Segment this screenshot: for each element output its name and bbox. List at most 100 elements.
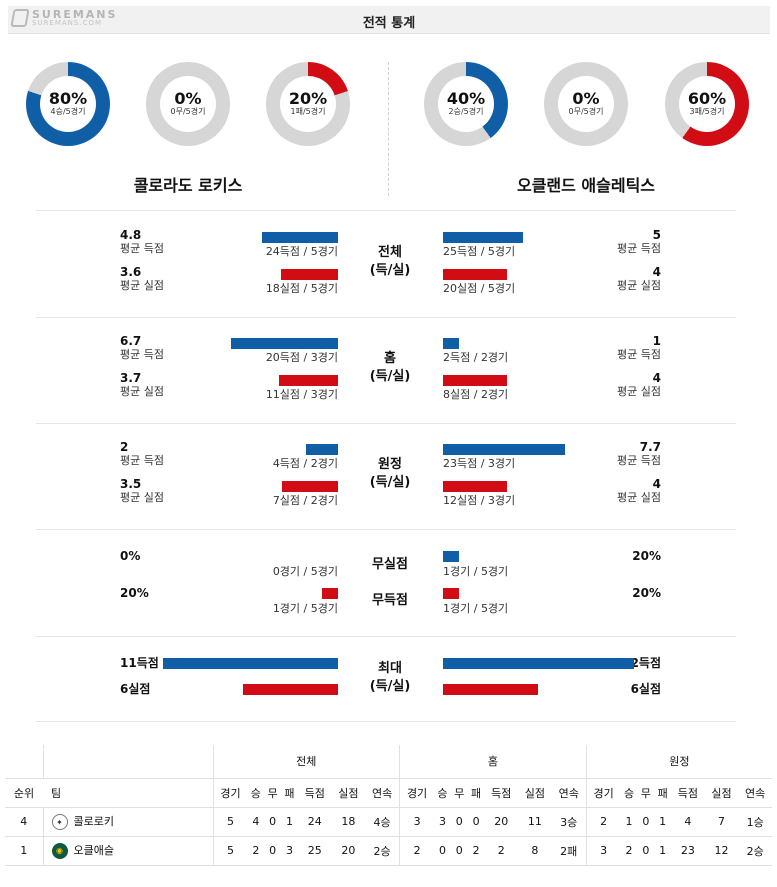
stat-label: 평균 득점 — [120, 348, 164, 361]
section-divider — [36, 210, 736, 211]
donut-center: 80% 4승/5경기 — [40, 76, 96, 132]
left-away-bar — [306, 444, 338, 455]
stat-value: 6실점 — [630, 682, 661, 696]
left-overall-bar — [281, 269, 338, 280]
rank-cell: 4 — [5, 807, 43, 837]
home-cell: 2패 — [551, 836, 587, 866]
donut-center: 20% 1패/5경기 — [280, 76, 336, 132]
away-cell: 3 — [585, 836, 621, 866]
col-away-2: 무 — [637, 778, 655, 808]
section-divider — [36, 529, 736, 530]
left-bar-caption: 11실점 / 3경기 — [265, 388, 338, 401]
home-cell: 8 — [518, 836, 552, 866]
col-away-4: 득점 — [671, 778, 705, 808]
right-max-bar — [443, 684, 538, 695]
left-bar-caption: 0경기 / 5경기 — [272, 565, 338, 578]
right-away-bar — [443, 481, 507, 492]
total-cell: 18 — [331, 807, 366, 837]
home-cell: 2 — [484, 836, 519, 866]
right-home-bar — [443, 338, 459, 349]
home-label: 홈 (득/실) — [350, 350, 430, 386]
away-cell: 0 — [637, 836, 655, 866]
right-bar-caption: 2득점 / 2경기 — [443, 351, 509, 364]
home-cell: 3승 — [551, 807, 587, 837]
donut-center: 0% 0무/5경기 — [558, 76, 614, 132]
home-cell: 3 — [434, 807, 451, 837]
stat-value: 11득점 — [120, 656, 159, 670]
col-away-0: 경기 — [585, 778, 621, 808]
col-away-3: 패 — [654, 778, 672, 808]
left-shutout-stat: 0% — [120, 549, 140, 563]
rank-cell: 1 — [5, 836, 43, 866]
stat-label: 평균 득점 — [617, 242, 661, 255]
section-divider — [36, 423, 736, 424]
total-cell: 25 — [297, 836, 332, 866]
away-cell: 1 — [654, 836, 672, 866]
right-bar-caption: 1경기 / 5경기 — [443, 565, 509, 578]
donut-percent: 60% — [687, 89, 727, 109]
team-divider — [388, 62, 389, 196]
right-bar-caption: 1경기 / 5경기 — [443, 602, 509, 615]
home-cell: 20 — [484, 807, 519, 837]
table-row[interactable]: 4 ✦ 콜로로키 5 4 0 1 24 18 4승 3 3 0 0 20 11 3승 2 1 0 1 4 7 1승 — [5, 807, 772, 837]
total-cell: 0 — [264, 836, 282, 866]
stat-value: 20% — [632, 549, 661, 563]
col-total-3: 패 — [281, 778, 298, 808]
total-cell: 2승 — [365, 836, 400, 866]
right-overall-bar — [443, 232, 523, 243]
right-overall-stat: 4 평균 실점 — [617, 265, 661, 293]
left-max-stat: 11득점 — [120, 656, 159, 670]
total-cell: 20 — [331, 836, 366, 866]
col-total-0: 경기 — [212, 778, 248, 808]
team-name-cell: 오클애슬 — [73, 844, 114, 857]
left-away-bar — [282, 481, 338, 492]
section-divider — [36, 721, 736, 722]
stat-label: 평균 실점 — [617, 279, 661, 292]
page-title: 전적 통계 — [362, 16, 416, 31]
table-row[interactable]: 1 ◉ 오클애슬 5 2 0 3 25 20 2승 2 0 0 2 2 8 2패 3 2 0 1 23 12 2승 — [5, 836, 772, 866]
donut-caption: 3패/5경기 — [689, 107, 725, 116]
away-cell: 1승 — [738, 807, 772, 837]
donut-caption: 4승/5경기 — [50, 107, 86, 116]
section-divider — [36, 636, 736, 637]
col-total-6: 연속 — [365, 778, 400, 808]
col-total-1: 승 — [247, 778, 265, 808]
home-cell: 0 — [450, 807, 468, 837]
header-bar: SUREMANS SUREMANS.COM 전적 통계 — [8, 6, 770, 34]
home-cell: 0 — [434, 836, 451, 866]
athletics-logo-icon: ◉ — [51, 843, 68, 859]
left-bar-caption: 4득점 / 2경기 — [272, 457, 338, 470]
team-cell[interactable]: ◉ 오클애슬 — [42, 836, 213, 866]
away-cell: 2 — [585, 807, 621, 837]
away-cell: 4 — [671, 807, 705, 837]
away-cell: 1 — [654, 807, 672, 837]
team-cell[interactable]: ✦ 콜로로키 — [42, 807, 213, 837]
stat-label: 평균 실점 — [120, 491, 164, 504]
right-home-stat: 4 평균 실점 — [617, 371, 661, 399]
standings-table: 전체 홈 원정 순위 팀 경기 승 무 패 득점 실점 연속 경기 승 무 패 득점 실점 연속 경기 승 무 패… — [5, 745, 772, 866]
team-name-cell: 콜로로키 — [73, 815, 114, 828]
total-cell: 5 — [212, 807, 248, 837]
away-cell: 0 — [637, 807, 655, 837]
right-shutout-stat: 20% — [632, 549, 661, 563]
total-cell: 24 — [297, 807, 332, 837]
donut-caption: 0무/5경기 — [568, 107, 604, 116]
stat-label: 평균 실점 — [120, 279, 164, 292]
right-bar-caption: 8실점 / 2경기 — [443, 388, 509, 401]
away-cell: 12 — [704, 836, 739, 866]
stat-value: 4.8 — [120, 228, 142, 242]
team-header: 팀 — [43, 778, 213, 808]
right-donut-2: 60% 3패/5경기 — [665, 62, 749, 146]
col-home-6: 연속 — [551, 778, 587, 808]
site-logo[interactable]: SUREMANS SUREMANS.COM — [10, 9, 117, 27]
stat-label: 평균 실점 — [120, 385, 164, 398]
stat-value: 5 — [652, 228, 661, 242]
right-overall-bar — [443, 269, 507, 280]
right-home-bar — [443, 375, 507, 386]
left-donut-0: 80% 4승/5경기 — [26, 62, 110, 146]
col-home-3: 패 — [467, 778, 485, 808]
total-cell: 3 — [281, 836, 298, 866]
right-donut-1: 0% 0무/5경기 — [544, 62, 628, 146]
left-bar-caption: 7실점 / 2경기 — [272, 494, 338, 507]
stat-value: 1 — [652, 334, 661, 348]
